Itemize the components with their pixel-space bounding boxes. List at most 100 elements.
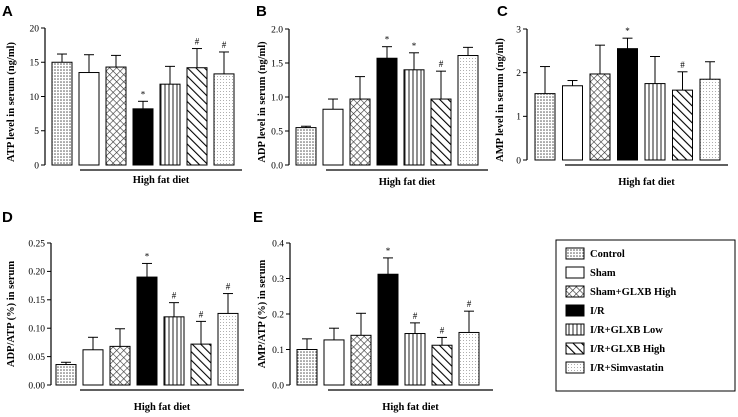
y-axis-label-e: AMP/ATP (%) in serum [257, 259, 268, 368]
legend-label: I/R [590, 306, 605, 317]
significance-mark-e: # [467, 299, 472, 309]
y-tick-label-c: 2 [516, 69, 521, 79]
plot-area-e: 0.0 0.1 0.2 0.3 0.4 * # # # High fat diet [272, 239, 493, 413]
bar-c [617, 48, 638, 161]
group-label-e: High fat diet [382, 402, 439, 413]
legend-item: Control [565, 247, 625, 260]
bar-b [430, 98, 452, 166]
legend-swatch [565, 323, 585, 336]
bar-e [323, 339, 345, 386]
y-tick-label-c: 0 [516, 156, 521, 166]
panel-letter-d: D [2, 209, 13, 226]
plot-area-c: 0 1 2 3 * # High fat diet [516, 25, 728, 188]
legend-label: I/R+GLXB High [590, 344, 665, 355]
y-tick-label-d: 0.15 [28, 296, 45, 306]
chart-panel-e: E AMP/ATP (%) in serum 0.0 0.1 0.2 0.3 0.4 * #… [253, 209, 493, 413]
y-tick-label-d: 0.05 [28, 353, 45, 363]
bar-c [672, 89, 693, 161]
significance-mark-d: # [199, 309, 204, 319]
legend-swatch [565, 304, 585, 317]
plot-area-b: 0.0 0.5 1.0 1.5 2.0 * * # High fat diet [271, 25, 488, 188]
y-tick-label-e: 0.3 [272, 275, 284, 285]
bar-d [136, 276, 158, 386]
bar-d [190, 343, 212, 386]
plot-area-a: 0 5 10 15 20 * # # High fat diet [30, 24, 242, 186]
legend-label: Sham [590, 268, 616, 279]
legend-swatch [565, 361, 585, 374]
legend-item: Sham+GLXB High [565, 285, 676, 298]
y-tick-label-d: 0.20 [28, 268, 45, 278]
plot-area-d: 0.00 0.05 0.10 0.15 0.20 0.25 * # # # High fat die… [28, 239, 244, 413]
legend-item: I/R+GLXB Low [565, 323, 663, 336]
group-label-c: High fat diet [618, 177, 675, 188]
bar-e [377, 273, 399, 386]
bar-a [51, 61, 73, 166]
y-tick-label-d: 0.10 [28, 325, 45, 335]
bar-a [105, 66, 127, 166]
significance-mark-b: * [385, 35, 390, 45]
legend-label: Sham+GLXB High [590, 287, 676, 298]
bar-a [186, 67, 208, 166]
bar-a [78, 72, 100, 166]
chart-panel-d: D ADP/ATP (%) in serum 0.000.050.100.150… [2, 209, 244, 413]
y-tick-label-b: 1.5 [271, 59, 283, 69]
significance-mark-c: * [625, 26, 630, 36]
bar-b [376, 57, 398, 166]
legend: Control Sham Sham+GLXB High I/R I/R+GLXB… [555, 239, 736, 392]
bar-d [82, 349, 104, 386]
y-tick-label-a: 5 [34, 127, 39, 137]
y-axis-label-c: AMP level in serum (ng/ml) [495, 38, 506, 162]
significance-mark-a: # [195, 37, 200, 47]
y-tick-label-b: 2.0 [271, 25, 283, 35]
y-tick-label-d: 0.00 [28, 381, 45, 391]
bar-e [296, 349, 318, 386]
bar-d [163, 316, 185, 386]
panel-letter-a: A [2, 3, 13, 20]
bar-c [534, 93, 556, 161]
y-tick-label-d: 0.25 [28, 239, 45, 249]
panel-letter-c: C [497, 3, 508, 20]
legend-items: Control Sham Sham+GLXB High I/R I/R+GLXB… [565, 247, 676, 374]
significance-mark-b: * [412, 41, 417, 51]
legend-label: I/R+GLXB Low [590, 325, 663, 336]
chart-panel-b: B ADP level in serum (ng/ml) 0.0 0.5 1.0 1.… [256, 3, 488, 188]
panel-letter-e: E [253, 209, 263, 226]
y-tick-label-a: 0 [34, 161, 39, 171]
chart-panel-c: C AMP level in serum (ng/ml) 0 1 2 3 * # High … [495, 3, 728, 188]
significance-mark-e: # [413, 311, 418, 321]
legend-swatch [565, 266, 585, 279]
y-tick-label-a: 15 [30, 59, 40, 69]
legend-box [555, 239, 736, 392]
bar-d [109, 345, 131, 386]
y-tick-label-e: 0.0 [272, 381, 284, 391]
significance-mark-e: # [440, 325, 445, 335]
y-tick-label-b: 1.0 [271, 93, 283, 103]
y-tick-label-e: 0.4 [272, 239, 284, 249]
legend-item: Sham [565, 266, 616, 279]
bar-e [458, 331, 480, 386]
significance-mark-d: # [172, 291, 177, 301]
bar-d [55, 364, 77, 386]
group-label-a: High fat diet [133, 175, 190, 186]
bar-c [562, 85, 583, 161]
bar-b [403, 69, 425, 166]
y-tick-label-e: 0.1 [272, 346, 284, 356]
significance-mark-e: * [386, 246, 391, 256]
legend-item: I/R+Simvastatin [565, 361, 664, 374]
bar-c [699, 78, 721, 161]
chart-panel-a: A ATP level in serum (ng/ml) 0 5 10 15 20 * # #… [2, 3, 242, 186]
group-label-b: High fat diet [379, 177, 436, 188]
y-tick-label-c: 3 [516, 25, 521, 35]
bar-e [431, 344, 453, 386]
y-axis-label-a: ATP level in serum (ng/ml) [6, 42, 17, 162]
significance-mark-d: * [145, 251, 150, 261]
group-label-d: High fat diet [134, 402, 191, 413]
significance-mark-c: # [680, 60, 685, 70]
bar-e [350, 334, 372, 386]
y-axis-label-b: ADP level in serum (ng/ml) [257, 41, 268, 163]
bar-a [132, 108, 154, 166]
bar-b [349, 98, 371, 166]
legend-swatch [565, 247, 585, 260]
bar-c [589, 73, 611, 161]
